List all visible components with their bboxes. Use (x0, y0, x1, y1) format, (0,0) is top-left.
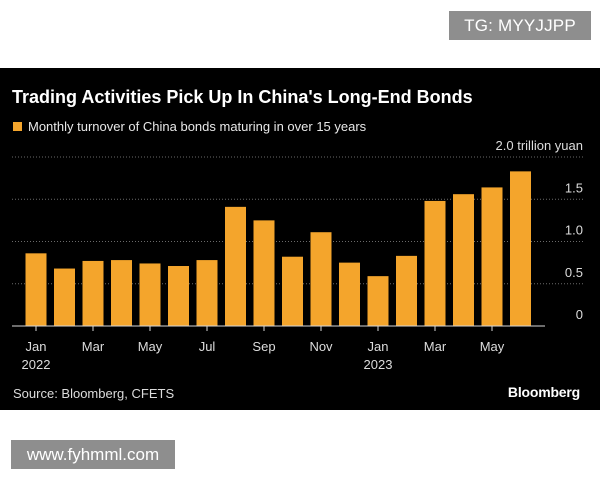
bar-mar-2022 (82, 260, 104, 326)
bar-apr-2023 (453, 194, 474, 326)
bar-nov-2022 (310, 232, 332, 326)
bar-jun-2022 (168, 266, 189, 326)
legend-swatch (13, 121, 22, 131)
chart-title: Trading Activities Pick Up In China's Lo… (12, 87, 473, 107)
bar-chart: 0 0.5 1.0 1.5 2.0 trillion yuan Jan 2022 Mar May… (12, 138, 585, 372)
bar-apr-2022 (111, 260, 132, 326)
bar-feb-2023 (396, 255, 417, 326)
bar-aug-2022 (225, 206, 246, 326)
chart-panel: Trading Activities Pick Up In China's Lo… (0, 68, 600, 410)
bar-jan-2023 (367, 276, 389, 326)
x-tick-label: Jan (368, 339, 389, 354)
bloomberg-logo: Bloomberg (507, 384, 580, 400)
x-tick-label: Nov (309, 339, 333, 354)
x-tick-label: Jan (26, 339, 47, 354)
x-tick-label: May (480, 339, 505, 354)
x-tick-label: Mar (82, 339, 105, 354)
x-tick-label: Mar (424, 339, 447, 354)
y-unit-label: 2.0 trillion yuan (496, 138, 583, 153)
bar-mar-2023 (424, 200, 446, 326)
y-tick-label: 1.5 (565, 180, 583, 195)
bar-jul-2022 (196, 260, 218, 326)
watermark-top: TG: MYYJJPP (449, 11, 591, 40)
watermark-bottom: www.fyhmml.com (11, 440, 175, 469)
bar-dec-2022 (339, 262, 360, 326)
bar-feb-2022 (54, 268, 75, 326)
x-tick-label: Jul (199, 339, 216, 354)
source-note: Source: Bloomberg, CFETS (13, 386, 175, 401)
x-tick-label: Sep (252, 339, 275, 354)
y-tick-label: 1.0 (565, 223, 583, 238)
bar-jun-2023 (510, 171, 531, 326)
x-tick-year-label: 2022 (22, 357, 51, 372)
bar-oct-2022 (282, 256, 303, 326)
y-tick-label: 0 (576, 307, 583, 322)
x-tick-year-label: 2023 (364, 357, 393, 372)
bar-jan-2022 (25, 253, 47, 326)
legend: Monthly turnover of China bonds maturing… (13, 118, 367, 134)
y-tick-label: 0.5 (565, 265, 583, 280)
bar-may-2022 (139, 263, 161, 326)
bar-sep-2022 (253, 220, 275, 326)
bar-may-2023 (481, 187, 503, 326)
x-tick-label: May (138, 339, 163, 354)
legend-label: Monthly turnover of China bonds maturing… (28, 118, 367, 134)
